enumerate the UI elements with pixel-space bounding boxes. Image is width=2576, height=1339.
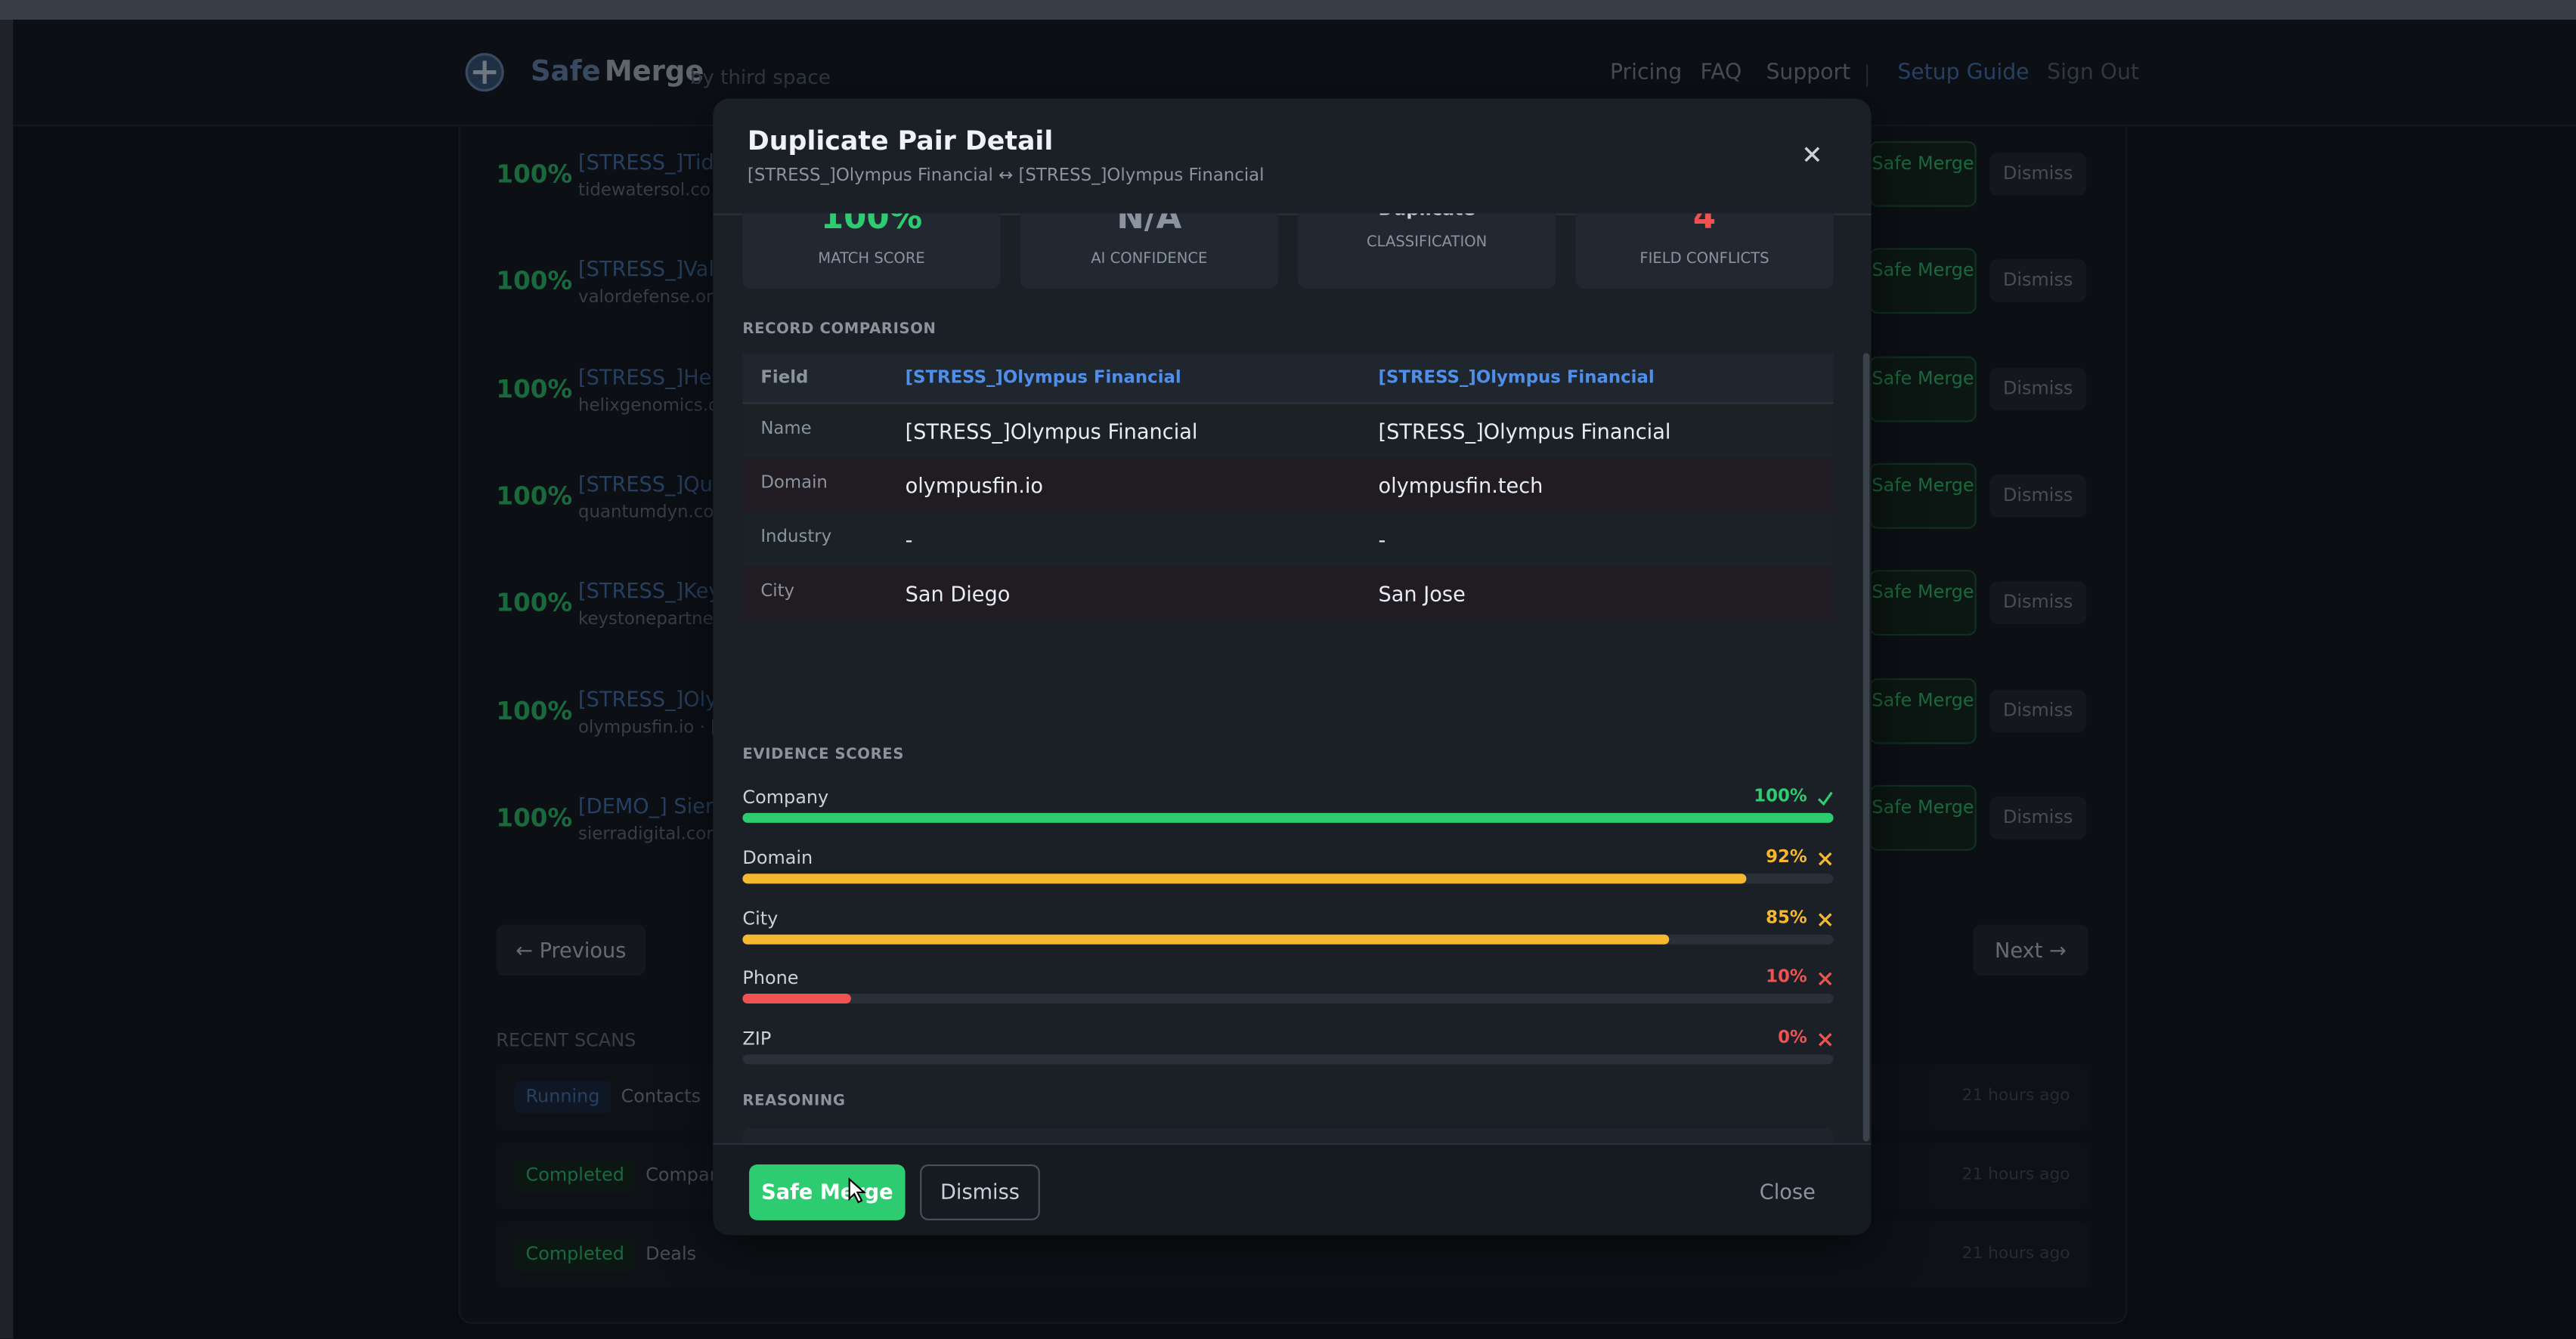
safe-merge-button[interactable]: Safe Merge <box>749 1164 906 1220</box>
table-cell: [STRESS_]Olympus Financial <box>905 419 1198 444</box>
evidence-track <box>742 1054 1834 1065</box>
table-row <box>742 404 1834 459</box>
cross-icon-path <box>1818 1033 1832 1047</box>
check-icon-path <box>1817 791 1833 806</box>
table-row <box>742 458 1834 513</box>
summary-card <box>1575 213 1834 289</box>
evidence-score: 100% <box>1754 787 1807 807</box>
cross-icon <box>1818 912 1832 926</box>
table-cell: - <box>905 527 913 552</box>
card-value: 100% <box>820 213 923 237</box>
evidence-bar <box>742 994 852 1004</box>
card-label: MATCH SCORE <box>818 251 925 268</box>
table-cell: [STRESS_]Olympus Financial <box>1378 419 1671 444</box>
section-title: REASONING <box>742 1093 846 1111</box>
modal-subtitle: [STRESS_]Olympus Financial ↔ [STRESS_]Ol… <box>747 165 1265 186</box>
table-cell: City <box>760 581 795 601</box>
table-header-cell: [STRESS_]Olympus Financial <box>1378 367 1655 388</box>
evidence-score: 92% <box>1766 847 1807 867</box>
card-value: Duplicate <box>1298 214 1556 221</box>
table-cell: olympusfin.tech <box>1378 472 1543 498</box>
scrollbar[interactable] <box>1862 353 1870 1142</box>
browser-strip <box>0 0 2576 20</box>
evidence-label: Domain <box>742 847 813 869</box>
table-header-cell: Field <box>760 367 809 388</box>
card-label: AI CONFIDENCE <box>1091 251 1208 268</box>
cross-icon-path <box>1818 912 1832 926</box>
card-label: CLASSIFICATION <box>1366 234 1488 252</box>
modal-title: Duplicate Pair Detail <box>747 125 1054 156</box>
evidence-bar <box>742 812 1834 823</box>
section-title: RECORD COMPARISON <box>742 322 937 339</box>
cross-icon <box>1818 1033 1832 1047</box>
table-header <box>742 353 1834 404</box>
evidence-score: 10% <box>1766 968 1807 988</box>
cursor <box>848 1177 867 1204</box>
table-cell: San Diego <box>905 581 1011 607</box>
cross-icon-path <box>1818 852 1832 866</box>
evidence-label: Phone <box>742 968 799 990</box>
evidence-score: 85% <box>1766 908 1807 928</box>
modal: Duplicate Pair Detail [STRESS_]Olympus F… <box>713 98 1872 1235</box>
table-cell: San Jose <box>1378 581 1466 607</box>
cross-icon <box>1818 852 1832 866</box>
table-header-cell: [STRESS_]Olympus Financial <box>905 367 1181 388</box>
cross-icon <box>1818 973 1832 986</box>
close-button[interactable]: Close <box>1759 1179 1816 1204</box>
cross-icon-path <box>1818 973 1832 986</box>
evidence-label: ZIP <box>742 1028 772 1050</box>
evidence-score: 0% <box>1778 1028 1807 1049</box>
evidence-label: Company <box>742 787 829 809</box>
evidence-bar <box>742 933 1670 944</box>
dismiss-button[interactable]: Dismiss <box>920 1164 1040 1220</box>
table-cell: Domain <box>760 472 828 493</box>
evidence-label: City <box>742 908 779 929</box>
card-value: 4 <box>1692 213 1717 237</box>
modal-footer: Safe Merge Dismiss Close <box>713 1143 1872 1235</box>
reasoning-box <box>742 1128 1834 1143</box>
card-value: N/A <box>1116 213 1182 237</box>
summary-card <box>742 213 1001 289</box>
check-icon <box>1817 791 1833 806</box>
table-cell: Name <box>760 419 812 439</box>
table-cell: Industry <box>760 527 832 547</box>
modal-body: 100% MATCH SCORE N/A AI CONFIDENCE Duplicate… <box>713 213 1871 1143</box>
summary-card <box>1298 213 1556 289</box>
section-title: EVIDENCE SCORES <box>742 747 905 764</box>
summary-card <box>1020 213 1278 289</box>
table-row <box>742 512 1834 567</box>
table-cell: - <box>1378 527 1386 552</box>
evidence-track <box>742 994 1834 1004</box>
close-icon[interactable] <box>1804 146 1820 162</box>
table-cell: olympusfin.io <box>905 472 1044 498</box>
card-label: FIELD CONFLICTS <box>1639 251 1769 268</box>
table-row <box>742 566 1834 621</box>
evidence-bar <box>742 873 1747 883</box>
divider <box>713 213 1872 215</box>
